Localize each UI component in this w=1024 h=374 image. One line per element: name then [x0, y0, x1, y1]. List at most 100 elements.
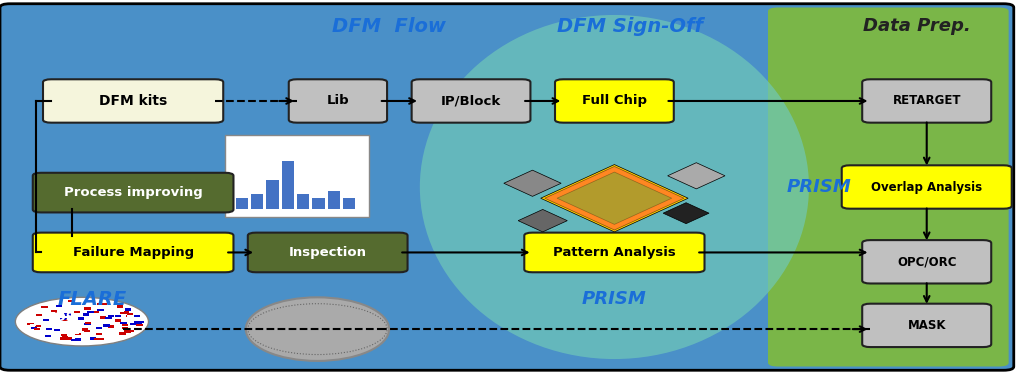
- Bar: [83, 313, 89, 316]
- Bar: [81, 301, 87, 303]
- Bar: [93, 311, 99, 313]
- Polygon shape: [504, 170, 561, 196]
- Text: Process improving: Process improving: [63, 186, 203, 199]
- Bar: [108, 325, 114, 328]
- Text: DFM Sign-Off: DFM Sign-Off: [557, 17, 702, 36]
- Bar: [34, 328, 40, 330]
- Bar: [84, 315, 90, 318]
- Bar: [84, 330, 90, 332]
- FancyBboxPatch shape: [524, 233, 705, 272]
- FancyBboxPatch shape: [412, 79, 530, 123]
- Bar: [127, 313, 133, 316]
- Bar: [84, 307, 90, 310]
- Circle shape: [15, 297, 148, 346]
- Polygon shape: [664, 203, 709, 224]
- Bar: [53, 324, 59, 326]
- Bar: [103, 325, 110, 327]
- Bar: [98, 338, 104, 340]
- Bar: [121, 322, 127, 324]
- Text: PRISM: PRISM: [582, 290, 647, 308]
- FancyBboxPatch shape: [43, 79, 223, 123]
- Bar: [122, 324, 128, 326]
- Bar: [60, 337, 67, 340]
- FancyBboxPatch shape: [862, 79, 991, 123]
- FancyBboxPatch shape: [0, 4, 1014, 370]
- Bar: [45, 335, 51, 337]
- Bar: [75, 329, 81, 331]
- FancyBboxPatch shape: [33, 233, 233, 272]
- Bar: [53, 311, 59, 313]
- FancyBboxPatch shape: [289, 79, 387, 123]
- Bar: [42, 306, 48, 308]
- Bar: [60, 319, 67, 321]
- Polygon shape: [545, 166, 684, 230]
- Bar: [56, 305, 62, 307]
- Text: Overlap Analysis: Overlap Analysis: [871, 181, 982, 193]
- Bar: [85, 322, 91, 324]
- Bar: [312, 198, 325, 209]
- Bar: [70, 304, 76, 306]
- Bar: [117, 306, 123, 308]
- Bar: [99, 316, 105, 319]
- FancyBboxPatch shape: [225, 135, 369, 217]
- Bar: [266, 180, 279, 209]
- Bar: [282, 161, 294, 209]
- Bar: [50, 323, 56, 325]
- Text: OPC/ORC: OPC/ORC: [897, 255, 956, 268]
- Bar: [51, 310, 57, 312]
- Text: DFM kits: DFM kits: [99, 94, 167, 108]
- Bar: [28, 323, 34, 325]
- Bar: [66, 337, 72, 339]
- Bar: [73, 332, 79, 334]
- Bar: [90, 337, 96, 340]
- Bar: [96, 333, 102, 335]
- Bar: [97, 309, 103, 312]
- Ellipse shape: [246, 297, 389, 361]
- Bar: [101, 303, 108, 305]
- Text: Failure Mapping: Failure Mapping: [73, 246, 194, 259]
- Bar: [81, 334, 87, 336]
- Bar: [118, 310, 124, 312]
- Bar: [28, 319, 34, 321]
- Bar: [74, 311, 80, 313]
- Text: Inspection: Inspection: [289, 246, 367, 259]
- Bar: [120, 332, 126, 335]
- FancyBboxPatch shape: [842, 165, 1012, 209]
- Bar: [62, 319, 69, 321]
- Bar: [65, 313, 71, 316]
- Bar: [61, 319, 68, 321]
- Bar: [31, 327, 37, 329]
- Bar: [123, 311, 129, 313]
- Bar: [65, 337, 71, 340]
- Bar: [87, 311, 93, 313]
- Bar: [61, 337, 68, 339]
- Bar: [71, 339, 77, 341]
- Bar: [97, 303, 103, 305]
- Polygon shape: [557, 172, 672, 224]
- Bar: [78, 318, 84, 320]
- Bar: [109, 310, 115, 313]
- Bar: [123, 315, 129, 317]
- Text: MASK: MASK: [907, 319, 946, 332]
- Bar: [136, 324, 142, 326]
- Bar: [82, 328, 88, 331]
- FancyBboxPatch shape: [33, 173, 233, 212]
- Bar: [297, 194, 309, 209]
- Bar: [134, 321, 140, 324]
- Bar: [106, 329, 113, 331]
- Text: FLARE: FLARE: [57, 290, 127, 309]
- Text: Pattern Analysis: Pattern Analysis: [553, 246, 676, 259]
- Bar: [328, 191, 340, 209]
- Bar: [46, 328, 52, 330]
- Bar: [61, 334, 68, 337]
- Bar: [94, 338, 100, 340]
- Polygon shape: [668, 163, 725, 189]
- Bar: [126, 315, 132, 317]
- Bar: [35, 325, 41, 328]
- FancyBboxPatch shape: [862, 240, 991, 283]
- Bar: [115, 315, 121, 317]
- Bar: [68, 300, 74, 302]
- Bar: [127, 315, 133, 317]
- Text: RETARGET: RETARGET: [893, 95, 961, 107]
- Bar: [135, 324, 141, 326]
